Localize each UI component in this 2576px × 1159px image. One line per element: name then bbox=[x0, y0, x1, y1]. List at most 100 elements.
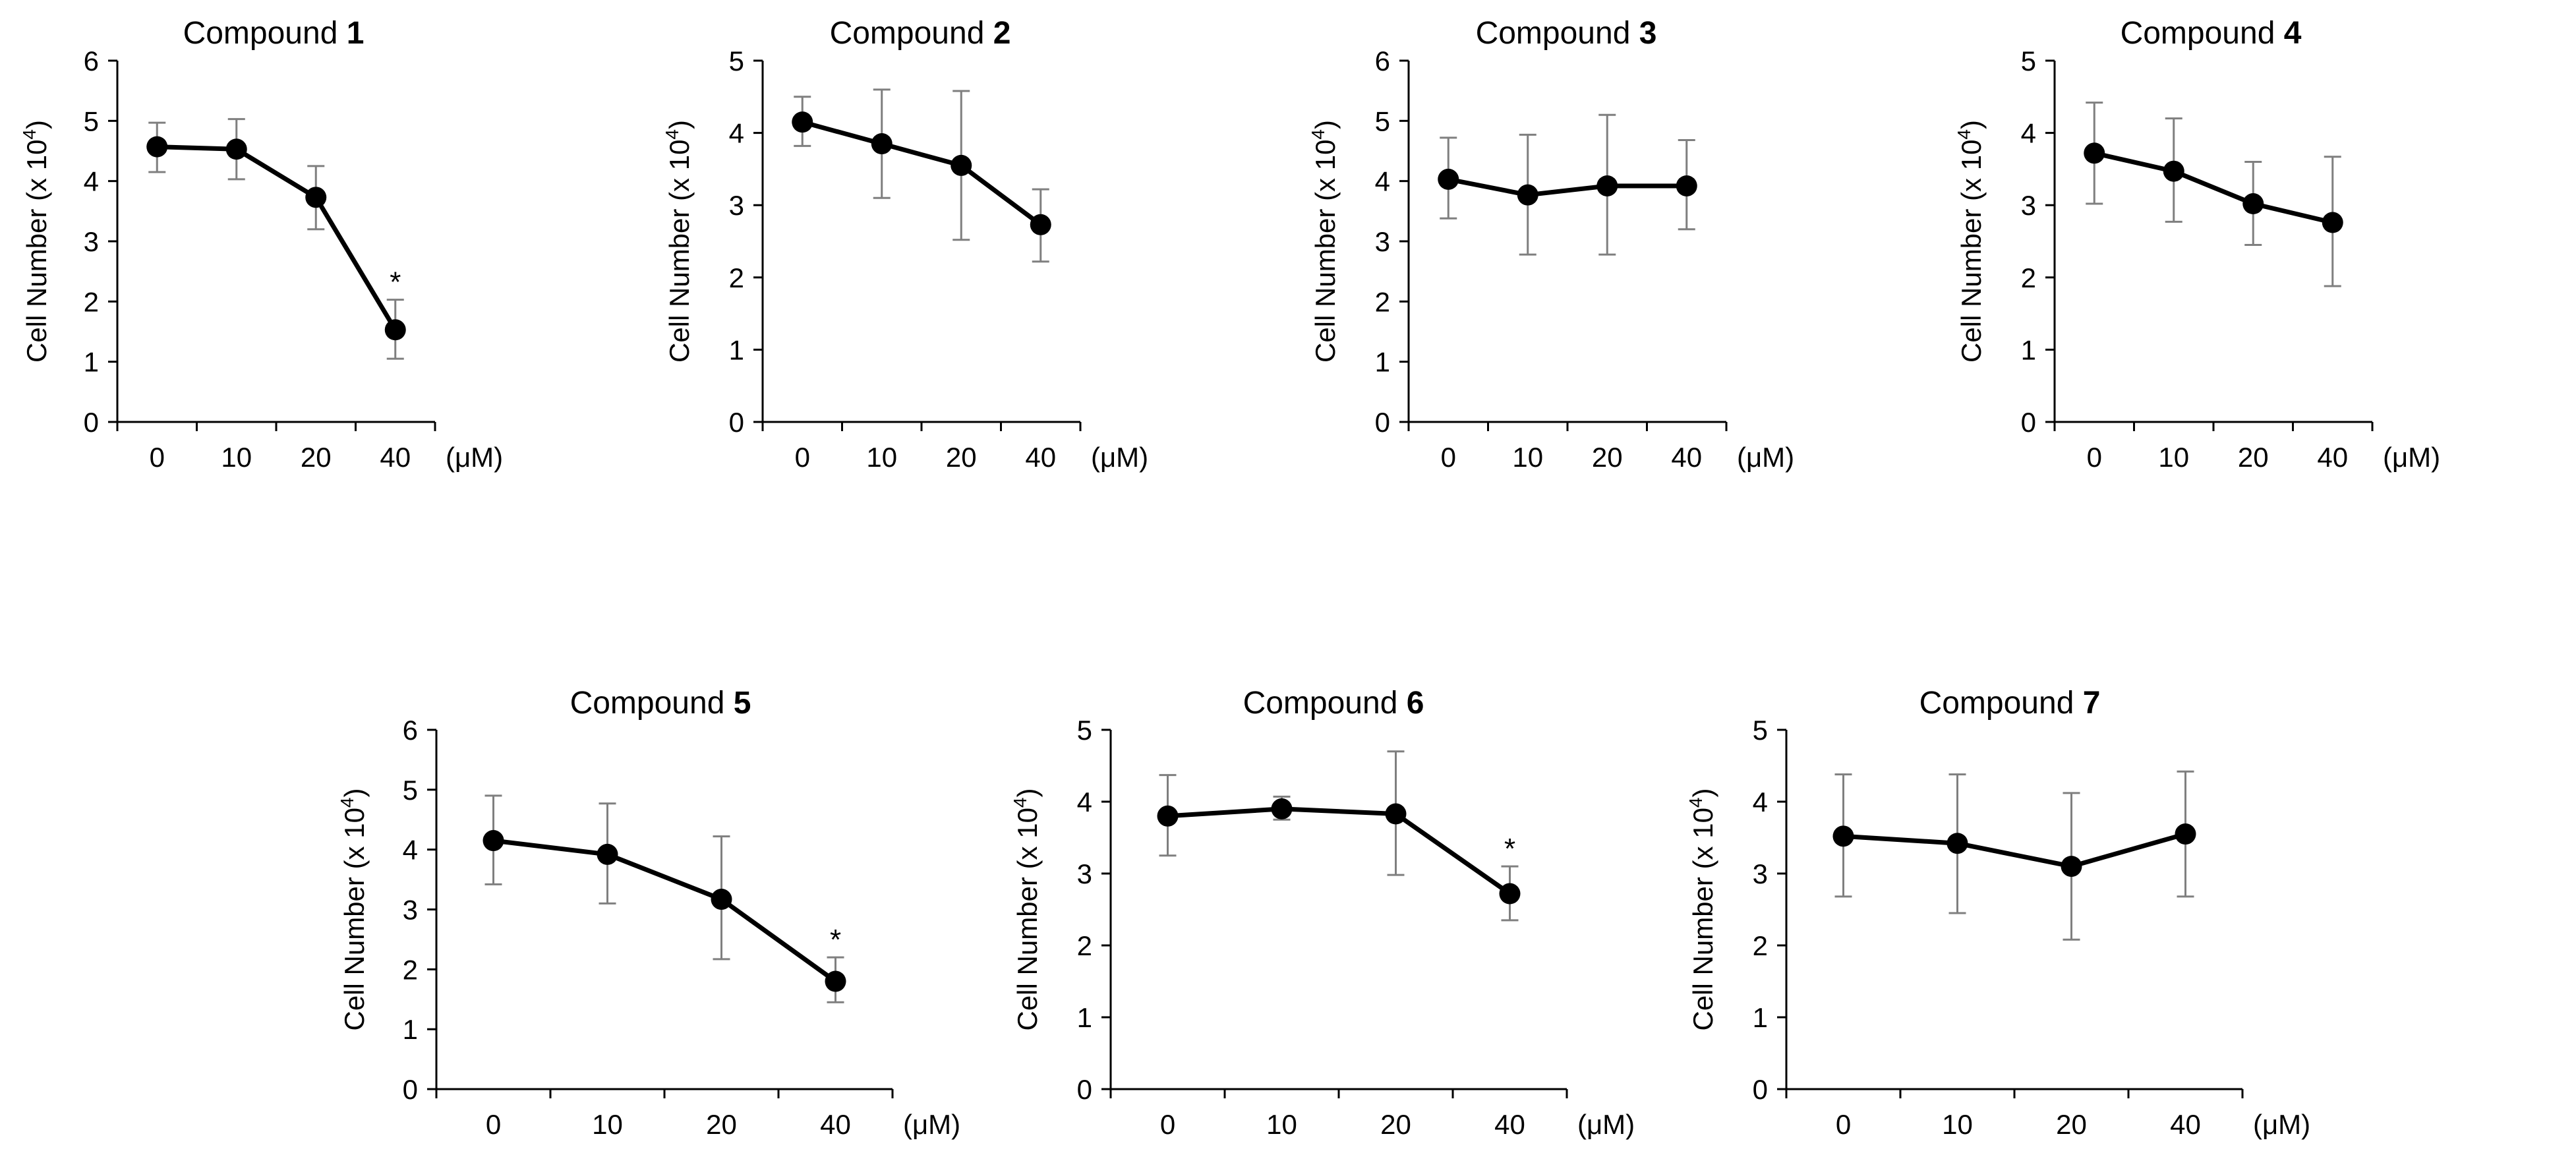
x-tick-label: 10 bbox=[592, 1109, 623, 1140]
series-line bbox=[493, 838, 837, 984]
data-point bbox=[792, 111, 813, 133]
data-point bbox=[1030, 214, 1051, 235]
y-axis-label: Cell Number (x 104) bbox=[19, 120, 52, 363]
y-axis-label-exponent: 4 bbox=[1308, 129, 1328, 140]
y-axis-label: Cell Number (x 104) bbox=[1010, 788, 1043, 1030]
chart-title: Compound 7 bbox=[1919, 686, 2101, 721]
chart-title-text: Compound bbox=[570, 686, 734, 721]
x-tick-label: 10 bbox=[866, 442, 897, 473]
x-tick-label: 10 bbox=[221, 442, 252, 473]
chart-title-text: Compound bbox=[183, 16, 347, 51]
y-tick-label: 1 bbox=[84, 347, 99, 378]
y-tick-label: 1 bbox=[2021, 334, 2036, 365]
y-axis-label-exponent: 4 bbox=[662, 129, 682, 140]
x-tick-label: 0 bbox=[1160, 1109, 1175, 1140]
y-axis-label-exponent: 4 bbox=[1954, 129, 1974, 140]
data-point bbox=[2084, 142, 2105, 164]
series-line bbox=[1167, 806, 1511, 896]
y-axis-label: Cell Number (x 104) bbox=[337, 788, 370, 1030]
significance-marker: * bbox=[830, 924, 841, 956]
x-tick-label: 0 bbox=[1441, 442, 1456, 473]
y-tick-label: 5 bbox=[729, 45, 744, 76]
x-tick-label: 10 bbox=[2158, 442, 2189, 473]
chart-title-text: Compound bbox=[1476, 16, 1639, 51]
series-line bbox=[1448, 177, 1687, 198]
data-point bbox=[305, 187, 327, 208]
data-point bbox=[1517, 184, 1538, 206]
data-point bbox=[951, 154, 972, 176]
y-axis-label-close: ) bbox=[1687, 788, 1718, 797]
y-tick-label: 3 bbox=[1753, 858, 1768, 889]
x-tick-label: 10 bbox=[1942, 1109, 1973, 1140]
chart-title: Compound 5 bbox=[570, 686, 751, 721]
data-point bbox=[384, 319, 406, 341]
y-axis-label-text: Cell Number (x 10 bbox=[21, 140, 52, 363]
y-tick-label: 1 bbox=[403, 1014, 418, 1045]
chart-title-number: 3 bbox=[1639, 16, 1657, 51]
data-point bbox=[711, 889, 732, 910]
x-unit-label: (μM) bbox=[2253, 1109, 2310, 1140]
chart-title: Compound 1 bbox=[183, 16, 365, 51]
y-axis-label-close: ) bbox=[1956, 120, 1987, 129]
y-tick-label: 3 bbox=[729, 190, 744, 221]
y-tick-label: 5 bbox=[1753, 715, 1768, 746]
y-tick-label: 3 bbox=[84, 226, 99, 257]
chart-title-text: Compound bbox=[830, 16, 993, 51]
y-tick-label: 2 bbox=[1375, 286, 1390, 317]
y-tick-label: 4 bbox=[84, 166, 99, 197]
y-tick-label: 3 bbox=[1375, 226, 1390, 257]
y-axis-label-text: Cell Number (x 10 bbox=[664, 140, 695, 363]
y-tick-label: 0 bbox=[2021, 407, 2036, 438]
y-tick-label: 5 bbox=[2021, 45, 2036, 76]
y-axis-label-close: ) bbox=[1012, 788, 1043, 797]
chart-title-number: 4 bbox=[2284, 16, 2302, 51]
x-tick-label: 20 bbox=[1380, 1109, 1411, 1140]
y-axis-label-exponent: 4 bbox=[1685, 797, 1706, 808]
chart-title-number: 7 bbox=[2083, 686, 2101, 721]
y-tick-label: 2 bbox=[403, 954, 418, 985]
data-point bbox=[2061, 856, 2082, 877]
y-axis-label-close: ) bbox=[664, 120, 695, 129]
y-axis-label-text: Cell Number (x 10 bbox=[1012, 808, 1043, 1030]
data-point bbox=[597, 843, 618, 865]
y-tick-label: 4 bbox=[1077, 787, 1092, 817]
y-tick-label: 2 bbox=[729, 262, 744, 293]
x-unit-label: (μM) bbox=[903, 1109, 960, 1140]
chart-title: Compound 4 bbox=[2121, 16, 2302, 51]
data-point bbox=[2322, 212, 2343, 233]
y-tick-label: 4 bbox=[729, 118, 744, 149]
y-axis-label: Cell Number (x 104) bbox=[1954, 120, 1987, 363]
x-tick-label: 0 bbox=[486, 1109, 501, 1140]
series-line bbox=[1843, 831, 2186, 869]
data-point bbox=[1947, 833, 1968, 854]
chart-panel-3: Compound 3 0 1 2 3 4 5 6 0 10 20 40 (μM) Cell Number … bbox=[1308, 16, 1794, 473]
x-tick-label: 0 bbox=[795, 442, 810, 473]
y-tick-label: 4 bbox=[1753, 787, 1768, 817]
chart-title-text: Compound bbox=[2121, 16, 2284, 51]
data-point bbox=[225, 138, 247, 160]
y-tick-label: 5 bbox=[1375, 105, 1390, 136]
x-tick-label: 20 bbox=[301, 442, 332, 473]
x-unit-label: (μM) bbox=[1737, 442, 1794, 473]
x-tick-label: 20 bbox=[946, 442, 977, 473]
data-point bbox=[825, 970, 846, 992]
data-point bbox=[2163, 160, 2184, 182]
x-tick-label: 20 bbox=[2056, 1109, 2087, 1140]
chart-title: Compound 6 bbox=[1243, 686, 1424, 721]
x-unit-label: (μM) bbox=[446, 442, 503, 473]
y-tick-label: 2 bbox=[1753, 930, 1768, 961]
data-point bbox=[483, 830, 504, 852]
y-tick-label: 1 bbox=[1375, 347, 1390, 378]
x-tick-label: 0 bbox=[2087, 442, 2102, 473]
y-tick-label: 4 bbox=[403, 835, 418, 866]
y-axis-label-close: ) bbox=[339, 788, 370, 797]
chart-title-number: 1 bbox=[347, 16, 365, 51]
x-tick-label: 40 bbox=[380, 442, 411, 473]
series-line bbox=[2093, 150, 2333, 225]
x-tick-label: 40 bbox=[1671, 442, 1702, 473]
y-axis-label-text: Cell Number (x 10 bbox=[339, 808, 370, 1030]
x-unit-label: (μM) bbox=[1577, 1109, 1635, 1140]
data-point bbox=[1438, 168, 1459, 190]
